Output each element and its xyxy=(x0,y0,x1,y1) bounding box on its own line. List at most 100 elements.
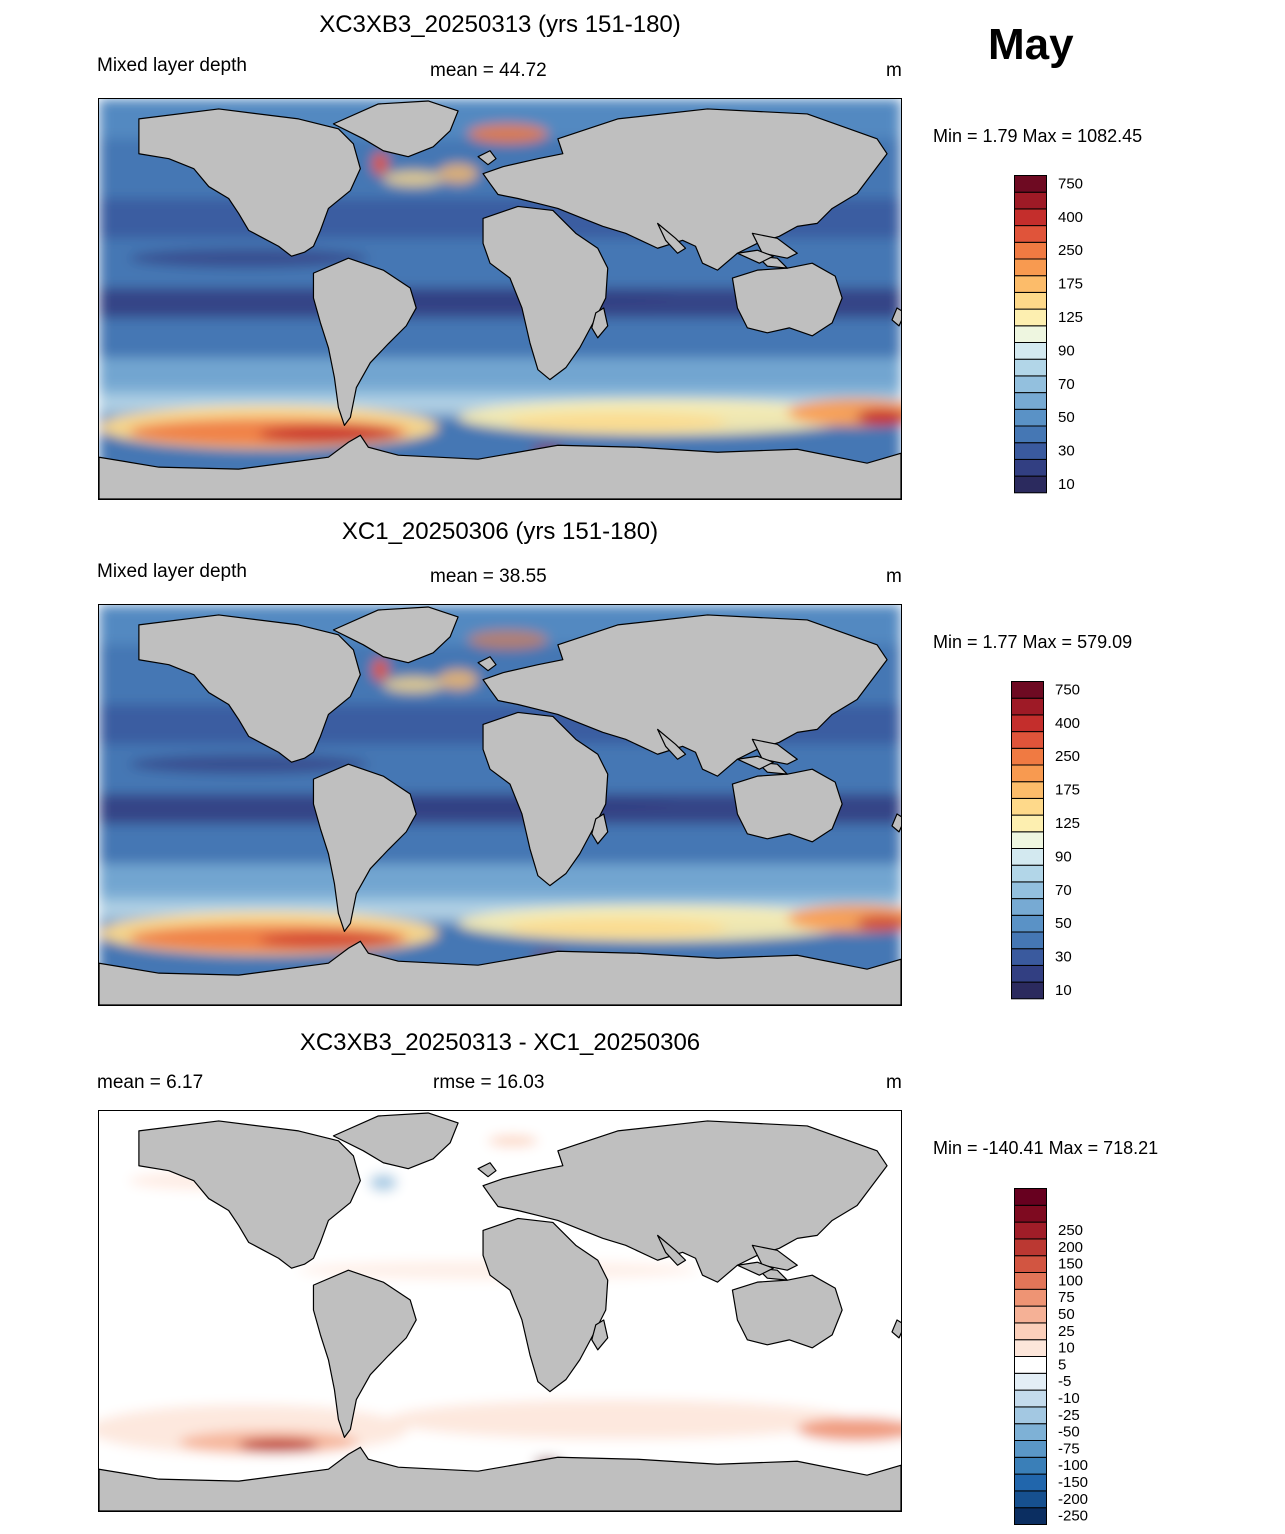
colorbar-label: 250 xyxy=(1058,242,1083,259)
colorbar-label: 10 xyxy=(1055,982,1072,999)
colorbar-swatch xyxy=(1011,914,1044,933)
colorbar-swatch xyxy=(1014,1406,1047,1425)
colorbar-swatch xyxy=(1011,881,1044,900)
colorbar-label: -5 xyxy=(1058,1373,1071,1390)
colorbar-swatch xyxy=(1011,747,1044,766)
colorbar-swatch xyxy=(1011,981,1044,1000)
colorbar-swatch xyxy=(1014,1389,1047,1408)
colorbar-swatch xyxy=(1014,425,1047,444)
panel-2-title: XC1_20250306 (yrs 151-180) xyxy=(341,518,659,545)
panel-1-minmax: Min = 1.79 Max = 1082.45 xyxy=(933,126,1143,146)
panel-2-units: m xyxy=(886,566,902,587)
colorbar-swatch xyxy=(1014,325,1047,344)
colorbar-swatch xyxy=(1011,848,1044,866)
colorbar-swatch xyxy=(1014,458,1047,477)
colorbar-swatch xyxy=(1014,1372,1047,1391)
colorbar-label: 200 xyxy=(1058,1239,1083,1256)
colorbar-swatch xyxy=(1011,898,1044,916)
colorbar-label: -75 xyxy=(1058,1440,1080,1457)
colorbar-swatch xyxy=(1014,1238,1047,1257)
colorbar-swatch xyxy=(1014,1490,1047,1509)
panel-2-left-label: Mixed layer depth xyxy=(97,561,247,582)
colorbar-swatch xyxy=(1011,781,1044,799)
colorbar-swatch xyxy=(1011,864,1044,883)
panel-1-map xyxy=(98,98,902,500)
colorbar-label: 125 xyxy=(1058,309,1083,326)
colorbar-swatch xyxy=(1014,241,1047,260)
panel-2-minmax: Min = 1.77 Max = 579.09 xyxy=(933,632,1133,652)
colorbar-label: 90 xyxy=(1058,342,1075,359)
colorbar-label: 30 xyxy=(1058,443,1075,460)
panel-2-mean: mean = 38.55 xyxy=(430,566,547,587)
colorbar-swatch xyxy=(1014,1188,1047,1206)
colorbar-label: -25 xyxy=(1058,1407,1080,1424)
colorbar-swatch xyxy=(1014,1305,1047,1324)
colorbar-label: 250 xyxy=(1055,748,1080,765)
colorbar-label: 100 xyxy=(1058,1272,1083,1289)
colorbar-label: 75 xyxy=(1058,1289,1075,1306)
colorbar-swatch xyxy=(1011,681,1044,699)
colorbar-label: 400 xyxy=(1058,209,1083,226)
colorbar-swatch xyxy=(1014,1288,1047,1307)
colorbar-label: 400 xyxy=(1055,715,1080,732)
panel-1-left-label: Mixed layer depth xyxy=(97,55,247,76)
colorbar-label: 125 xyxy=(1055,815,1080,832)
colorbar-swatch xyxy=(1014,291,1047,310)
colorbar-label: 70 xyxy=(1058,376,1075,393)
colorbar-swatch xyxy=(1014,175,1047,193)
colorbar-label: 175 xyxy=(1055,782,1080,799)
panel-3-mean: mean = 6.17 xyxy=(97,1072,204,1093)
colorbar-swatch xyxy=(1011,964,1044,983)
colorbar-swatch xyxy=(1014,1339,1047,1357)
colorbar-swatch xyxy=(1014,408,1047,427)
colorbar-swatch xyxy=(1014,1322,1047,1341)
colorbar-label: -10 xyxy=(1058,1390,1080,1407)
colorbar-label: -250 xyxy=(1058,1508,1088,1525)
colorbar-swatch xyxy=(1014,442,1047,460)
colorbar-swatch xyxy=(1014,1272,1047,1290)
panel-3-minmax: Min = -140.41 Max = 718.21 xyxy=(933,1138,1159,1158)
colorbar-swatch xyxy=(1014,1473,1047,1492)
panel-1-mean: mean = 44.72 xyxy=(430,60,547,81)
colorbar-swatch xyxy=(1011,797,1044,816)
colorbar-label: 175 xyxy=(1058,276,1083,293)
colorbar-swatch xyxy=(1011,814,1044,833)
colorbar-label: 90 xyxy=(1055,848,1072,865)
panel-3-units: m xyxy=(886,1072,902,1093)
colorbar-label: 70 xyxy=(1055,882,1072,899)
colorbar-label: 50 xyxy=(1058,1306,1075,1323)
colorbar-label: 750 xyxy=(1058,175,1083,192)
panel-2-map xyxy=(98,604,902,1006)
month-title: May xyxy=(988,20,1074,69)
panel-3-rmse: rmse = 16.03 xyxy=(433,1072,545,1093)
colorbar-swatch xyxy=(1014,1423,1047,1441)
colorbar-label: 25 xyxy=(1058,1323,1075,1340)
colorbar-swatch xyxy=(1014,375,1047,394)
colorbar-swatch xyxy=(1014,342,1047,360)
colorbar-label: 5 xyxy=(1058,1356,1066,1373)
colorbar-swatch xyxy=(1011,948,1044,966)
colorbar-label: 30 xyxy=(1055,949,1072,966)
colorbar-label: 50 xyxy=(1058,409,1075,426)
colorbar-label: -200 xyxy=(1058,1491,1088,1508)
panel-1-units: m xyxy=(886,60,902,81)
panel-2-colorbar: 10 30 50 70 90 125 175 250 400 750 xyxy=(1011,681,1121,1008)
colorbar-label: 150 xyxy=(1058,1256,1083,1273)
panel-3-title: XC3XB3_20250313 - XC1_20250306 xyxy=(299,1029,701,1056)
colorbar-label: -100 xyxy=(1058,1457,1088,1474)
colorbar-swatch xyxy=(1011,931,1044,950)
colorbar-label: 750 xyxy=(1055,681,1080,698)
colorbar-swatch xyxy=(1014,392,1047,410)
colorbar-swatch xyxy=(1014,475,1047,494)
colorbar-label: 50 xyxy=(1055,915,1072,932)
colorbar-label: -150 xyxy=(1058,1474,1088,1491)
colorbar-swatch xyxy=(1011,831,1044,850)
colorbar-swatch xyxy=(1014,1440,1047,1458)
colorbar-swatch xyxy=(1014,191,1047,210)
panel-1-title: XC3XB3_20250313 (yrs 151-180) xyxy=(319,11,681,38)
colorbar-swatch xyxy=(1011,697,1044,716)
colorbar-label: -50 xyxy=(1058,1424,1080,1441)
colorbar-swatch xyxy=(1014,258,1047,277)
colorbar-swatch xyxy=(1014,1356,1047,1374)
colorbar-label: 250 xyxy=(1058,1222,1083,1239)
